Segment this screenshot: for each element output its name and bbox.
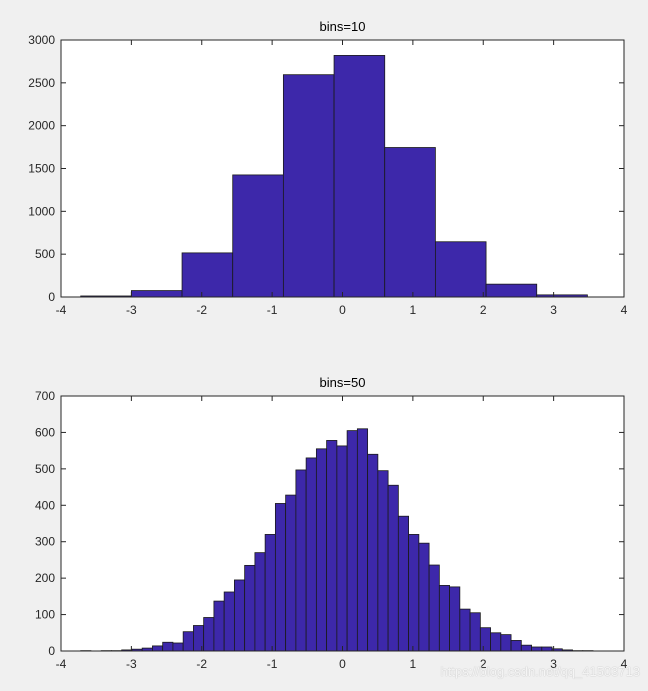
histogram-bar (130, 290, 183, 298)
x-tick-label: 2 (480, 657, 487, 671)
histogram-bar (418, 542, 430, 652)
histogram-bar (282, 74, 335, 298)
histogram-bar (459, 608, 471, 652)
y-tick-label: 300 (35, 535, 55, 549)
histogram-bar (254, 552, 266, 652)
y-tick-label: 400 (35, 498, 55, 512)
x-tick-label: 2 (480, 303, 487, 317)
histogram-bar (223, 591, 235, 652)
histogram-bar (264, 534, 276, 652)
histogram-bar (397, 515, 410, 652)
histogram-bar (315, 448, 328, 652)
x-tick-label: 1 (410, 303, 417, 317)
histogram-bar (162, 641, 174, 652)
y-tick-label: 600 (35, 425, 55, 439)
chart-title: bins=50 (320, 375, 366, 390)
y-tick-label: 0 (48, 644, 55, 658)
x-tick-label: 0 (339, 303, 346, 317)
histogram-bar (203, 617, 215, 652)
histogram-bar (367, 453, 379, 652)
x-tick-label: -4 (56, 303, 67, 317)
histogram-bar (295, 469, 307, 652)
histogram-bar (172, 642, 184, 652)
histogram-bar (428, 564, 440, 652)
histogram-bar (232, 174, 284, 298)
x-tick-label: 3 (550, 303, 557, 317)
x-tick-label: -1 (267, 303, 278, 317)
histogram-bar (346, 430, 358, 652)
histogram-bar (213, 600, 225, 652)
x-tick-label: 1 (410, 657, 417, 671)
x-tick-label: 3 (550, 657, 557, 671)
x-tick-label: -4 (56, 657, 67, 671)
histogram-bar (510, 640, 522, 652)
histogram-bins-10: -4 -3 -2 -1 0 1 2 3 4 0 500 1000 1500 2000 2500 3000 bin… (28, 19, 627, 317)
histogram-bar (500, 634, 512, 652)
x-tick-label: -3 (126, 303, 137, 317)
histogram-bar (438, 585, 450, 652)
histogram-bar (333, 55, 386, 298)
histogram-bar (490, 632, 502, 652)
histogram-bar (449, 586, 461, 652)
histogram-bar (408, 534, 420, 652)
y-tick-label: 100 (35, 608, 55, 622)
histogram-bar (233, 579, 246, 652)
y-tick-label: 500 (35, 247, 55, 261)
x-tick-label: 0 (339, 657, 346, 671)
y-tick-label: 1000 (28, 204, 55, 218)
histogram-bar (469, 612, 481, 652)
histogram-bar (305, 457, 317, 652)
x-tick-label: -1 (267, 657, 278, 671)
histogram-bar (434, 241, 487, 298)
histogram-bar (181, 252, 234, 298)
histogram-bar (182, 631, 194, 652)
histogram-bar (152, 645, 164, 652)
x-tick-label: -2 (196, 303, 207, 317)
y-tick-label: 3000 (28, 33, 55, 47)
histogram-bar (485, 283, 538, 298)
histogram-bar (326, 440, 338, 652)
histogram-bar (541, 646, 553, 652)
histogram-bar (285, 494, 297, 652)
histogram-bar (479, 627, 491, 652)
histogram-bar (377, 470, 389, 652)
x-tick-label: -3 (126, 657, 137, 671)
x-tick-label: 4 (621, 303, 628, 317)
histogram-bar (384, 147, 436, 298)
x-tick-label: 4 (621, 657, 628, 671)
histogram-bar (356, 428, 369, 652)
histogram-bar (244, 564, 256, 652)
y-tick-label: 2000 (28, 119, 55, 133)
y-tick-label: 1500 (28, 162, 55, 176)
y-tick-label: 500 (35, 462, 55, 476)
histogram-bar (531, 646, 543, 652)
x-tick-label: -2 (196, 657, 207, 671)
histogram-bins-50: -4 -3 -2 -1 0 1 2 3 4 0 100 200 300 400 500 600 700 bins=… (35, 375, 628, 671)
histogram-bar (336, 445, 348, 652)
y-tick-label: 700 (35, 389, 55, 403)
histogram-bar (520, 644, 532, 652)
histogram-bar (274, 503, 287, 652)
histogram-bar (387, 484, 399, 652)
y-tick-label: 2500 (28, 76, 55, 90)
chart-title: bins=10 (320, 19, 366, 34)
y-tick-label: 200 (35, 571, 55, 585)
y-tick-label: 0 (48, 290, 55, 304)
